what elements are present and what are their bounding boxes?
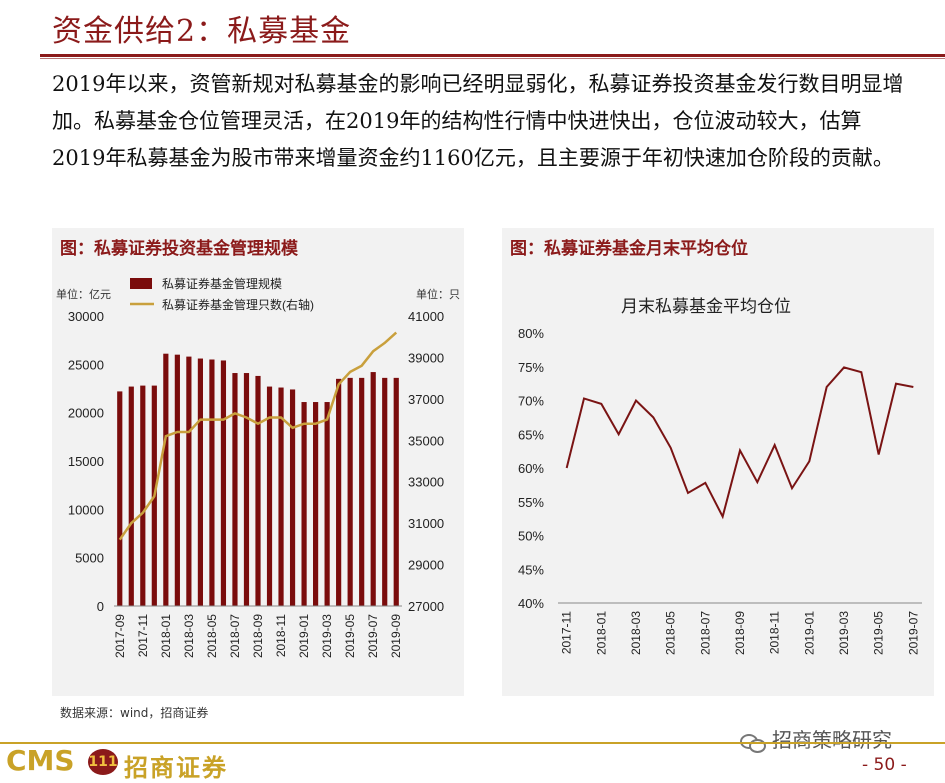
bar-fund-size	[232, 373, 238, 606]
x-axis-tick: 2018-11	[274, 614, 288, 657]
bar-fund-size	[186, 356, 192, 606]
data-source: 数据来源：wind，招商证券	[60, 706, 209, 720]
x-axis-tick: 2019-07	[366, 614, 380, 658]
bar-fund-size	[370, 372, 376, 606]
legend-line-label: 私募证券基金管理只数(右轴)	[162, 297, 314, 312]
x-axis-tick: 2018-07	[228, 614, 242, 658]
x-axis-tick: 2019-05	[872, 611, 886, 655]
bar-fund-size	[255, 375, 261, 606]
x-axis-tick: 2019-07	[906, 611, 920, 655]
logo-badge-icon: 111	[88, 749, 118, 775]
x-axis-tick: 2017-09	[113, 614, 127, 658]
bar-fund-size	[163, 353, 169, 606]
line-fund-count	[118, 331, 398, 541]
bar-fund-size	[382, 377, 388, 606]
left-axis-tick: 15000	[68, 454, 104, 469]
wechat-account: 招商策略研究	[740, 724, 892, 753]
footer-divider	[0, 742, 945, 744]
bar-fund-size	[140, 385, 146, 606]
chart-heading: 月末私募基金平均仓位	[621, 297, 791, 316]
x-axis-tick: 2019-03	[837, 611, 851, 655]
bar-fund-size	[117, 391, 123, 606]
left-axis-tick: 30000	[68, 309, 104, 324]
y-axis-tick: 65%	[518, 427, 544, 442]
right-axis-tick: 33000	[408, 475, 444, 490]
right-axis-tick: 27000	[408, 599, 444, 614]
x-axis-tick: 2018-03	[182, 614, 196, 658]
legend-bar-swatch	[130, 278, 152, 289]
x-axis-tick: 2019-05	[343, 614, 357, 658]
right-axis-tick: 35000	[408, 433, 444, 448]
x-axis-tick: 2018-07	[698, 611, 712, 655]
bar-fund-size	[197, 358, 203, 606]
bar-fund-size	[209, 359, 215, 606]
left-axis-tick: 0	[97, 599, 104, 614]
left-axis-tick: 10000	[68, 502, 104, 517]
bar-fund-size	[278, 387, 284, 606]
wechat-icon	[740, 732, 766, 753]
left-axis-tick: 20000	[68, 406, 104, 421]
bar-fund-size	[128, 386, 134, 606]
bar-fund-size	[347, 377, 353, 606]
chart-position: 月末私募基金平均仓位 40% 45% 50% 55% 60% 65% 70% 75% 80% 201…	[518, 297, 922, 655]
y-axis-tick: 80%	[518, 326, 544, 341]
x-axis-tick: 2018-01	[594, 611, 608, 655]
title-divider-thin	[40, 58, 945, 59]
right-axis-tick: 39000	[408, 350, 444, 365]
intro-paragraph: 2019年以来，资管新规对私募基金的影响已经明显弱化，私募证券投资基金发行数目明…	[52, 72, 904, 170]
bar-fund-size	[393, 377, 399, 606]
y-axis-tick: 75%	[518, 360, 544, 375]
chart-title-fund-size: 图：私募证券投资基金管理规模	[60, 239, 298, 259]
chart-title-position: 图：私募证券基金月末平均仓位	[510, 239, 748, 259]
logo-cms: CMS	[6, 744, 75, 777]
right-axis-tick: 41000	[408, 309, 444, 324]
bar-fund-size	[243, 373, 250, 606]
x-axis-tick: 2018-05	[664, 611, 678, 655]
page-number: - 50 -	[862, 755, 907, 775]
y-axis-tick: 40%	[518, 596, 544, 611]
right-axis-tick: 29000	[408, 558, 444, 573]
x-axis-tick: 2018-01	[159, 614, 173, 658]
bar-fund-size	[174, 354, 180, 606]
bar-fund-size	[313, 402, 319, 606]
x-axis-tick: 2018-05	[205, 614, 219, 658]
bar-fund-size	[359, 377, 365, 606]
bar-fund-size	[220, 360, 227, 606]
y-axis-tick: 60%	[518, 461, 544, 476]
left-axis-tick: 5000	[75, 551, 104, 566]
right-axis-tick: 31000	[408, 516, 444, 531]
y-axis-tick: 45%	[518, 562, 544, 577]
bar-fund-size	[336, 378, 342, 606]
x-axis-tick: 2017-11	[136, 614, 150, 657]
legend-bar-label: 私募证券基金管理规模	[162, 276, 282, 291]
bar-fund-size	[324, 402, 330, 606]
x-axis-tick: 2017-11	[560, 611, 574, 654]
right-axis-unit: 单位：只	[416, 287, 460, 301]
x-axis-tick: 2018-11	[768, 611, 782, 654]
left-axis-unit: 单位：亿元	[56, 287, 111, 301]
logo-company-name: 招商证券	[124, 754, 228, 782]
chart-panel-fund-size: 图：私募证券投资基金管理规模 单位：亿元 单位：只 私募证券基金管理规模私募证券基金…	[52, 228, 464, 696]
x-axis-tick: 2019-01	[297, 614, 311, 658]
slide-title: 资金供给2：私募基金	[52, 14, 352, 49]
bar-fund-size	[266, 386, 273, 606]
y-axis-tick: 50%	[518, 529, 544, 544]
bar-fund-size	[289, 389, 296, 606]
y-axis-tick: 70%	[518, 394, 544, 409]
y-axis-tick: 55%	[518, 495, 544, 510]
bar-fund-size	[301, 402, 307, 606]
x-axis-tick: 2019-09	[389, 614, 403, 658]
x-axis-tick: 2019-01	[802, 611, 816, 655]
line-avg-position	[565, 366, 914, 520]
right-axis-tick: 37000	[408, 392, 444, 407]
left-axis-tick: 25000	[68, 357, 104, 372]
x-axis-tick: 2019-03	[320, 614, 334, 658]
x-axis-tick: 2018-03	[629, 611, 643, 655]
chart-panel-position: 图：私募证券基金月末平均仓位 月末私募基金平均仓位 40% 45% 50% 55% 60%…	[502, 228, 934, 696]
wechat-name: 招商策略研究	[772, 728, 892, 752]
x-axis-tick: 2018-09	[251, 614, 265, 658]
title-divider	[40, 54, 945, 57]
x-axis-tick: 2018-09	[733, 611, 747, 655]
